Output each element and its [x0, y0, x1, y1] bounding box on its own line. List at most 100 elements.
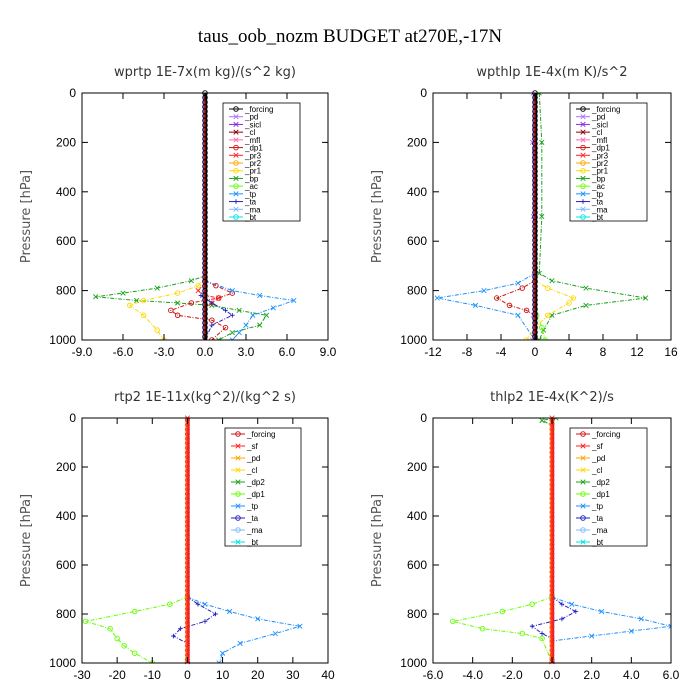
legend-entry: _sicl [244, 120, 261, 129]
x-tick-label: 12 [630, 345, 644, 359]
data-point-bp [583, 285, 589, 291]
legend-marker [233, 114, 239, 120]
zero-term-point [184, 571, 191, 578]
legend-entry: _cl [244, 128, 255, 137]
data-point-bp [188, 278, 194, 284]
legend-entry: _dp2 [246, 478, 265, 487]
data-point-tp [589, 633, 595, 639]
legend-entry: _dp1 [591, 490, 610, 499]
legend-marker [233, 214, 239, 220]
legend: _forcing_pd_sicl_cl_mfl_dp1_pr3_pr2_pr1_… [222, 102, 301, 222]
legend-entry: _bt [246, 538, 259, 547]
data-point-bp [257, 322, 263, 328]
x-tick-label: 40 [321, 668, 335, 682]
zero-term-point [549, 594, 555, 601]
zero-term-point [549, 424, 555, 430]
x-tick-label: -6.0 [423, 668, 444, 682]
legend-marker [580, 183, 586, 189]
data-point-tp [569, 601, 575, 607]
legend-entry: _dp2 [591, 478, 610, 487]
data-point-ta [202, 619, 208, 624]
y-tick-label: 0 [420, 86, 427, 100]
data-point-ta [171, 633, 176, 639]
zero-term-point [184, 525, 191, 532]
data-point-bp [263, 312, 270, 318]
x-tick-label: 6.0 [279, 345, 296, 359]
legend-entry: _dp1 [246, 490, 265, 499]
zero-term-point [549, 539, 555, 545]
zero-term-point [549, 599, 555, 605]
y-tick-label: 400 [407, 509, 427, 523]
data-point-dp1 [450, 618, 456, 625]
legend-marker [233, 167, 239, 174]
x-tick-label: -30 [73, 668, 91, 682]
x-axis-ticks: -9.0 -6.0 -3.0 0.0 3.0 6.0 9.0 [72, 93, 337, 359]
legend-entry: _ma [244, 205, 261, 214]
data-point-bp [536, 337, 542, 340]
zero-term-point [549, 470, 555, 476]
legend-entry: _ma [246, 526, 263, 535]
zero-term-point [184, 475, 191, 481]
zero-term-point [184, 626, 191, 633]
data-point-dp1 [523, 307, 530, 314]
zero-term-point [549, 640, 555, 647]
legend-marker [233, 137, 239, 143]
zero-term-point [184, 424, 191, 430]
zero-term-point [184, 530, 191, 536]
data-point-dp1 [114, 635, 120, 642]
legend-entry: _ta [591, 514, 604, 523]
data-point-dp1 [479, 625, 486, 632]
x-axis-ticks: -12 -8 -4 0 4 8 12 16 [424, 93, 678, 359]
zero-term-point [184, 534, 191, 541]
data-point-dp1 [168, 307, 174, 314]
zero-term-point [184, 557, 191, 564]
legend-entry: _pr1 [244, 167, 262, 176]
series-line-ta [172, 596, 217, 663]
legend-entry: _bp [591, 174, 606, 183]
legend-entry: _tp [591, 190, 604, 199]
legend-entry: _tp [246, 502, 259, 511]
legend-entry: _bt [591, 213, 604, 222]
zero-term-point [549, 488, 555, 495]
y-axis-ticks: 0 200 400 600 800 1000 [400, 86, 671, 347]
zero-term-point [184, 433, 191, 440]
x-tick-label: 30 [286, 668, 300, 682]
legend-entry: _cl [591, 128, 602, 137]
legend-entry: _pd [244, 113, 258, 122]
legend-marker [233, 191, 239, 197]
x-tick-label: 4 [566, 345, 573, 359]
legend-marker [235, 539, 241, 545]
zero-term-point [184, 502, 191, 509]
legend-marker [233, 121, 239, 128]
x-tick-label: 8 [600, 345, 607, 359]
series-line-dp1 [169, 280, 234, 340]
y-tick-label: 800 [56, 284, 76, 298]
legend-entry: _pr3 [591, 151, 609, 160]
data-point-dp1 [131, 650, 138, 656]
figure-title: taus_oob_nozm BUDGET at270E,-17N [198, 26, 502, 47]
y-tick-label: 800 [407, 607, 427, 621]
y-tick-label: 0 [69, 411, 76, 425]
legend-entry: _sf [591, 442, 603, 451]
legend-marker [580, 455, 586, 461]
zero-term-point [549, 442, 555, 449]
zero-term-point [549, 493, 555, 499]
zero-term-point [184, 442, 191, 449]
data-point-dp1 [174, 312, 181, 319]
legend-entry: _mfl [591, 136, 607, 145]
zero-term-point [549, 613, 555, 619]
data-point-bp [229, 329, 235, 336]
legend-marker [580, 199, 586, 204]
y-tick-label: 800 [56, 607, 76, 621]
legend-entry: _cl [246, 466, 257, 475]
zero-term-point [549, 603, 555, 610]
panel-title: rtp2 1E-11x(kg^2)/(kg^2 s) [114, 390, 296, 405]
zero-term-point [184, 645, 191, 651]
data-point-tp [270, 305, 276, 311]
legend-marker [233, 106, 239, 112]
data-point-tp [229, 287, 235, 294]
x-tick-label: 16 [664, 345, 678, 359]
series-line-pr1 [128, 277, 206, 340]
zero-term-point [184, 452, 191, 458]
data-point-ta [539, 631, 545, 636]
